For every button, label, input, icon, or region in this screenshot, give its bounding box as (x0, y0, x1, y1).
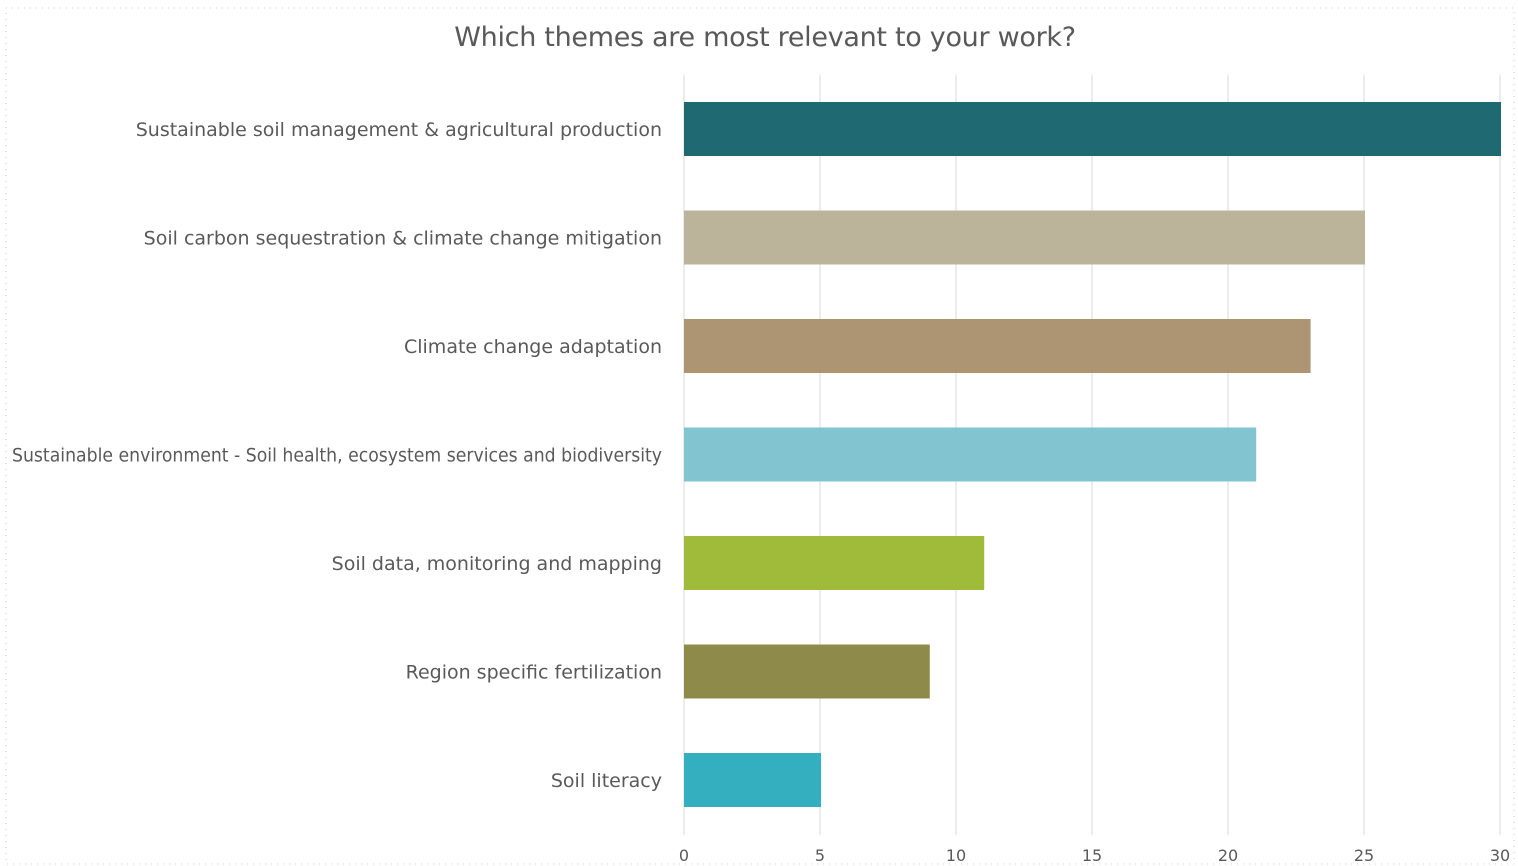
bar (684, 102, 1501, 156)
category-label: Soil carbon sequestration & climate chan… (144, 228, 662, 250)
x-tick-label: 25 (1354, 846, 1374, 865)
x-tick-label: 10 (946, 846, 966, 865)
bar (684, 644, 930, 699)
x-tick-label: 30 (1490, 846, 1510, 865)
bar (684, 427, 1257, 482)
x-tick-label: 15 (1082, 846, 1102, 865)
x-tick-label: 5 (815, 846, 825, 865)
x-axis-tick-labels: 0 5 10 15 20 25 30 (679, 846, 1510, 865)
category-label: Climate change adaptation (404, 336, 662, 358)
x-tick-label: 20 (1218, 846, 1238, 865)
category-label: Sustainable soil management & agricultur… (136, 119, 662, 141)
category-label: Soil literacy (551, 770, 662, 792)
bar (684, 210, 1365, 265)
chart-title: Which themes are most relevant to your w… (454, 22, 1076, 53)
bar (684, 753, 821, 807)
x-tick-label: 0 (679, 846, 689, 865)
bar (684, 319, 1311, 373)
category-label: Region specific fertilization (406, 662, 662, 684)
bars (684, 102, 1501, 807)
category-label: Soil data, monitoring and mapping (332, 553, 662, 575)
bar (684, 536, 985, 590)
category-labels: Sustainable soil management & agricultur… (12, 119, 662, 792)
category-label: Sustainable environment - Soil health, e… (12, 445, 662, 467)
